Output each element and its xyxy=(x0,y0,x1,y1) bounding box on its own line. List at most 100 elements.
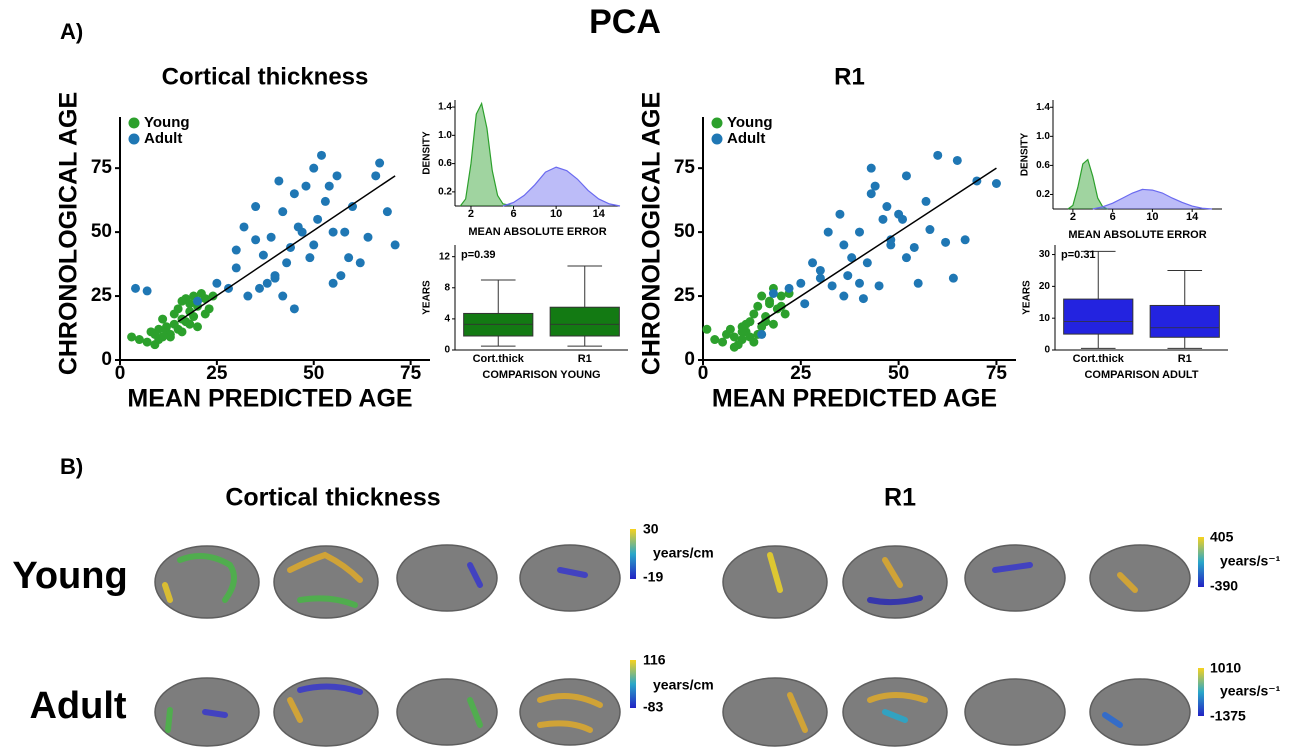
x-tick-label: 0 xyxy=(698,363,709,384)
point xyxy=(910,243,919,252)
panel-label: A) xyxy=(60,19,83,44)
point xyxy=(777,292,786,301)
point xyxy=(274,176,283,185)
colorbar xyxy=(1198,537,1204,587)
y-tick-label: 1.4 xyxy=(1036,102,1050,113)
point xyxy=(878,215,887,224)
chart-title: R1 xyxy=(834,63,865,90)
x-tick-label: 50 xyxy=(303,363,324,384)
point xyxy=(278,292,287,301)
row-label: Adult xyxy=(29,685,126,727)
panel-label: B) xyxy=(60,454,83,479)
y-tick-label: 8 xyxy=(444,282,450,293)
y-tick-label: 75 xyxy=(91,157,113,178)
y-tick-label: 12 xyxy=(439,251,451,262)
y-axis-label: CHRONOLOGICAL AGE xyxy=(55,92,83,375)
point xyxy=(232,263,241,272)
point xyxy=(730,343,739,352)
point xyxy=(143,338,152,347)
y-tick-label: 25 xyxy=(91,285,113,306)
x-tick-label: 10 xyxy=(1146,211,1158,223)
y-tick-label: 75 xyxy=(674,157,696,178)
point xyxy=(738,335,747,344)
legend-marker xyxy=(712,118,723,129)
y-axis-label: YEARS xyxy=(422,280,433,315)
point xyxy=(193,322,202,331)
brain-images xyxy=(155,545,1190,746)
y-tick-label: 30 xyxy=(1039,249,1051,260)
point xyxy=(871,182,880,191)
y-axis-label: DENSITY xyxy=(1020,133,1031,177)
x-tick-label: 6 xyxy=(510,208,516,220)
point xyxy=(251,235,260,244)
y-tick-label: 0.2 xyxy=(1036,189,1050,200)
point xyxy=(185,299,194,308)
legend-label: Adult xyxy=(727,130,765,147)
colorbar-max: 405 xyxy=(1210,529,1234,545)
chart: 0102030Cort.thickR1COMPARISON ADULTp=0.3… xyxy=(1022,245,1228,381)
y-tick-label: 50 xyxy=(674,221,695,242)
point xyxy=(154,325,163,334)
colorbar-unit: years/s⁻¹ xyxy=(1220,553,1281,569)
x-axis-label: MEAN PREDICTED AGE xyxy=(127,385,412,413)
point xyxy=(730,332,739,341)
point xyxy=(321,197,330,206)
colorbar-unit: years/cm xyxy=(653,677,714,693)
point xyxy=(726,325,735,334)
point xyxy=(781,309,790,318)
chart: 2610140.20.61.01.4MEAN ABSOLUTE ERRORDEN… xyxy=(1020,100,1222,241)
box xyxy=(1064,299,1133,334)
point xyxy=(309,240,318,249)
point xyxy=(317,151,326,160)
point xyxy=(193,297,202,306)
point xyxy=(166,332,175,341)
point xyxy=(886,240,895,249)
y-tick-label: 0.2 xyxy=(438,187,452,198)
column-title: R1 xyxy=(884,484,916,512)
point xyxy=(290,189,299,198)
y-tick-label: 1.0 xyxy=(438,130,452,141)
x-tick-label: 10 xyxy=(550,208,562,220)
point xyxy=(859,294,868,303)
legend-label: Young xyxy=(144,114,190,131)
point xyxy=(949,274,958,283)
point xyxy=(855,228,864,237)
point xyxy=(344,253,353,262)
point xyxy=(863,258,872,267)
colorbar xyxy=(630,660,636,708)
point xyxy=(824,228,833,237)
point xyxy=(742,320,751,329)
colorbar xyxy=(630,529,636,579)
point xyxy=(800,299,809,308)
legend-label: Young xyxy=(727,114,773,131)
colorbar-max: 1010 xyxy=(1210,660,1241,676)
y-axis-label: YEARS xyxy=(1022,280,1033,315)
x-tick-label: 2 xyxy=(468,208,474,220)
point xyxy=(278,207,287,216)
point xyxy=(240,222,249,231)
box xyxy=(1150,305,1219,337)
x-axis-label: MEAN ABSOLUTE ERROR xyxy=(468,226,606,238)
point xyxy=(162,322,171,331)
annotation: p=0.39 xyxy=(461,249,496,261)
x-tick-label: R1 xyxy=(1178,353,1192,365)
point xyxy=(305,253,314,262)
point xyxy=(702,325,711,334)
x-tick-label: 6 xyxy=(1110,211,1116,223)
point xyxy=(259,251,268,260)
x-tick-label: 50 xyxy=(888,363,909,384)
point xyxy=(375,159,384,168)
point xyxy=(131,284,140,293)
point xyxy=(757,292,766,301)
point xyxy=(251,202,260,211)
row-label: Young xyxy=(12,555,127,597)
colorbar-max: 116 xyxy=(643,652,666,668)
y-tick-label: 25 xyxy=(674,285,696,306)
x-axis-label: MEAN PREDICTED AGE xyxy=(712,385,997,413)
point xyxy=(127,332,136,341)
chart-title: Cortical thickness xyxy=(162,63,369,90)
point xyxy=(898,215,907,224)
point xyxy=(922,197,931,206)
x-tick-label: 25 xyxy=(790,363,812,384)
